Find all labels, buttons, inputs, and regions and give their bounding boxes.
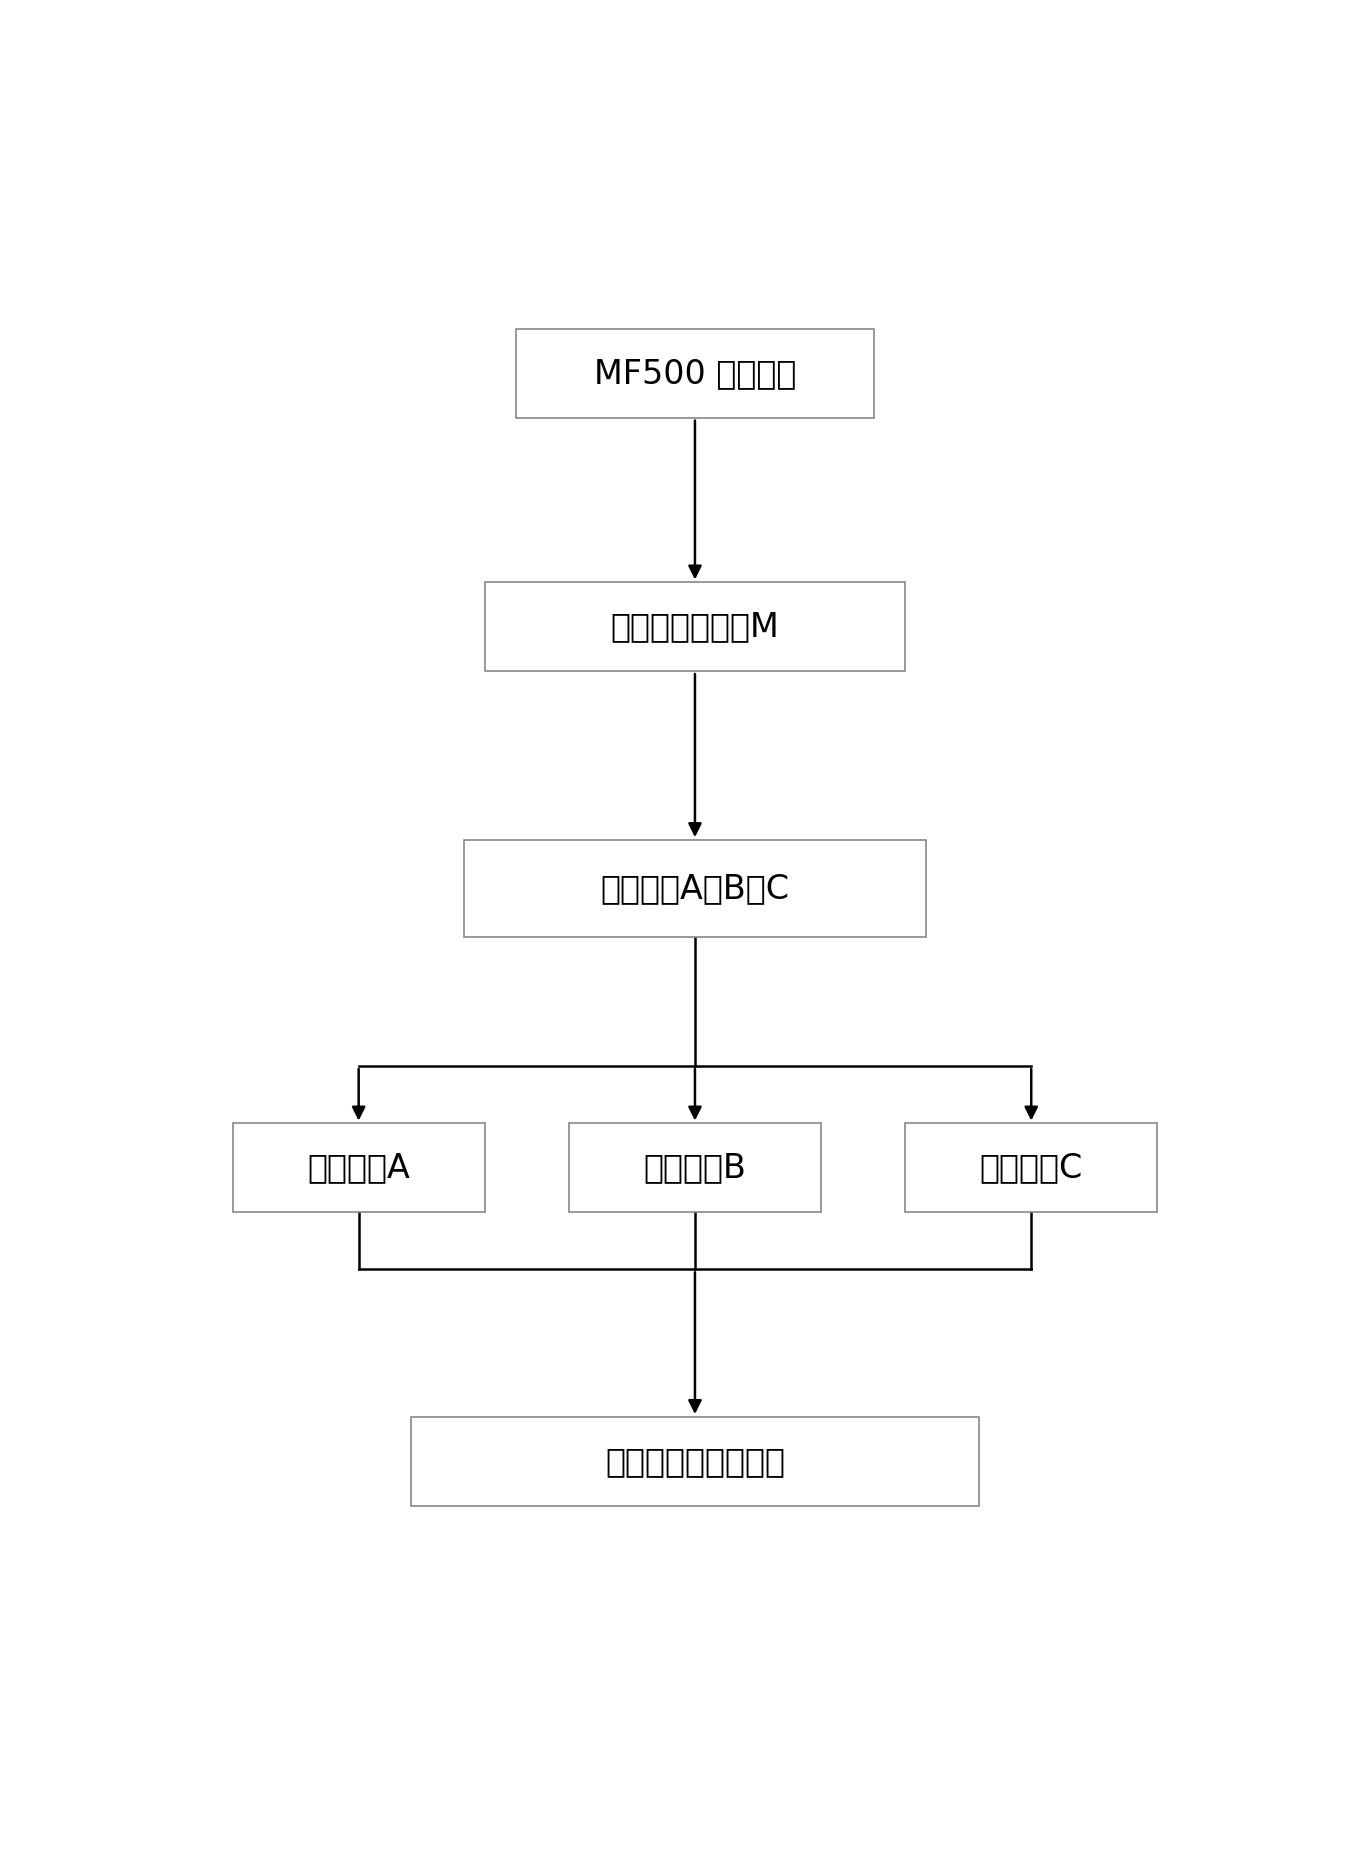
FancyBboxPatch shape xyxy=(485,582,906,671)
FancyBboxPatch shape xyxy=(906,1123,1158,1212)
Text: 仪器标定，确定M: 仪器标定，确定M xyxy=(610,610,780,643)
FancyBboxPatch shape xyxy=(464,840,926,937)
FancyBboxPatch shape xyxy=(411,1417,979,1506)
Text: MF500 仪器启动: MF500 仪器启动 xyxy=(594,357,796,390)
Text: 判断弯管的堵塞程度: 判断弯管的堵塞程度 xyxy=(605,1444,785,1478)
FancyBboxPatch shape xyxy=(233,1123,485,1212)
Text: 测量截面A: 测量截面A xyxy=(308,1151,410,1184)
Text: 截面选取A、B、C: 截面选取A、B、C xyxy=(601,872,789,905)
Text: 测量截面B: 测量截面B xyxy=(644,1151,746,1184)
FancyBboxPatch shape xyxy=(517,329,873,418)
FancyBboxPatch shape xyxy=(570,1123,822,1212)
Text: 测量截面C: 测量截面C xyxy=(979,1151,1083,1184)
